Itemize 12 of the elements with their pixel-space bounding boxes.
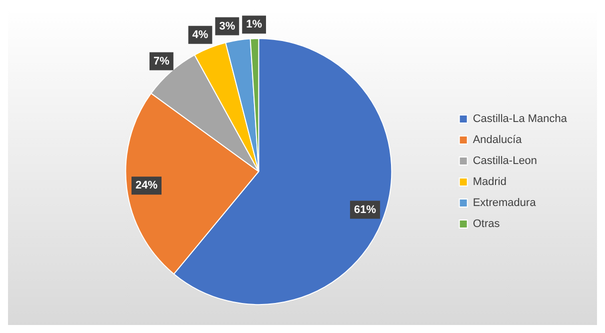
data-label: 4% bbox=[192, 28, 208, 41]
data-label: 24% bbox=[136, 180, 158, 192]
legend-label: Castilla-La Mancha bbox=[472, 113, 568, 126]
legend-label: Otras bbox=[472, 218, 500, 230]
legend-label: Extremadura bbox=[472, 197, 537, 210]
data-label: 7% bbox=[154, 55, 170, 68]
data-label: 1% bbox=[246, 18, 262, 31]
legend-label: Castilla-Leon bbox=[472, 155, 538, 168]
legend-label: Andalucía bbox=[472, 134, 523, 146]
data-label: 61% bbox=[354, 204, 376, 216]
legend-label: Madrid bbox=[472, 176, 506, 188]
data-label: 3% bbox=[219, 20, 236, 32]
